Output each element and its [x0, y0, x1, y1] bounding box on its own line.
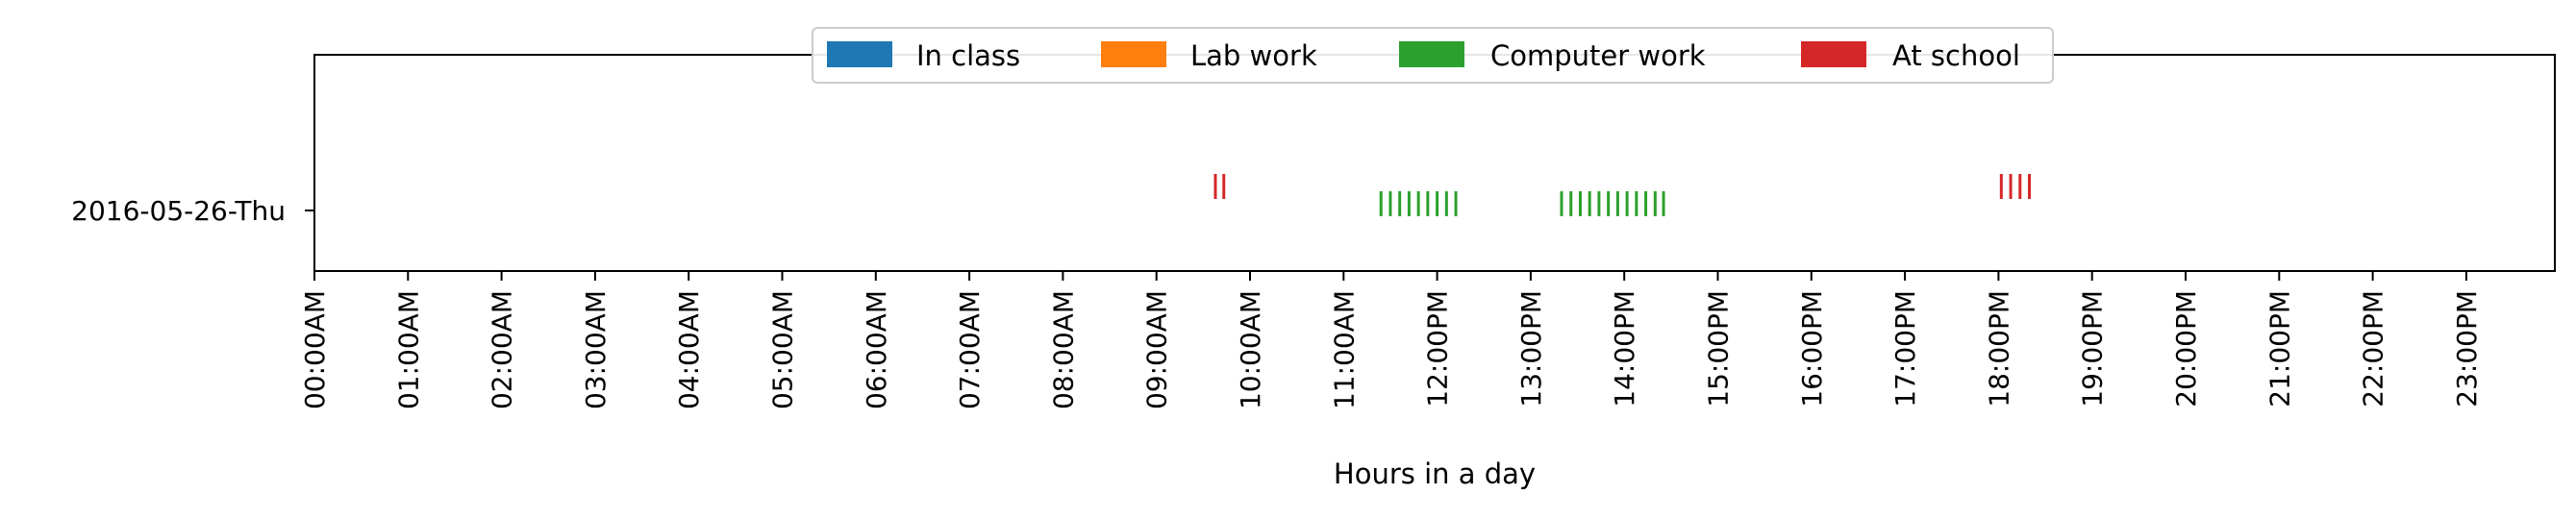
- x-tick-label: 19:00PM: [2077, 290, 2109, 408]
- plot-frame: [313, 54, 2556, 272]
- legend-label-at-school: At school: [1892, 39, 2020, 72]
- legend-label-computer-work: Computer work: [1490, 39, 1706, 72]
- x-tick-label: 08:00AM: [1047, 290, 1079, 409]
- x-tick-label: 06:00AM: [861, 290, 892, 409]
- x-tick-label: 13:00PM: [1515, 290, 1547, 408]
- x-tick-label: 14:00PM: [1609, 290, 1640, 408]
- x-tick-label: 05:00AM: [767, 290, 799, 409]
- legend-label-in-class: In class: [916, 39, 1020, 72]
- x-tick-label: 11:00AM: [1328, 290, 1360, 409]
- x-tick-label: 03:00AM: [580, 290, 612, 409]
- x-tick-label: 17:00PM: [1889, 290, 1921, 408]
- x-tick-label: 09:00AM: [1141, 290, 1173, 409]
- legend-entry-in-class: In class: [827, 39, 1020, 72]
- x-tick-label: 15:00PM: [1703, 290, 1735, 408]
- x-tick-label: 23:00PM: [2451, 290, 2483, 408]
- y-tick-label: 2016-05-26-Thu: [71, 195, 286, 227]
- legend-label-lab-work: Lab work: [1190, 39, 1317, 72]
- x-tick-label: 04:00AM: [673, 290, 705, 409]
- x-tick-label: 18:00PM: [1983, 290, 2014, 408]
- legend-entry-lab-work: Lab work: [1101, 39, 1317, 72]
- legend-entry-computer-work: Computer work: [1399, 39, 1706, 72]
- x-tick-label: 02:00AM: [487, 290, 518, 409]
- legend-swatch-at-school: [1801, 41, 1866, 67]
- events-layer: [1213, 174, 2032, 216]
- x-tick-label: 21:00PM: [2263, 290, 2295, 408]
- x-axis: 00:00AM 01:00AM 02:00AM 03:00AM 04:00AM 05:00…: [299, 271, 2483, 409]
- x-tick-label: 01:00AM: [392, 290, 424, 409]
- x-tick-label: 16:00PM: [1796, 290, 1828, 408]
- x-tick-label: 12:00PM: [1422, 290, 1454, 408]
- legend-swatch-in-class: [827, 41, 892, 67]
- x-tick-label: 10:00AM: [1235, 290, 1266, 409]
- legend-entry-at-school: At school: [1801, 39, 2020, 72]
- legend-swatch-lab-work: [1101, 41, 1166, 67]
- legend: In class Lab work Computer work At schoo…: [812, 27, 2054, 84]
- x-axis-title: Hours in a day: [1334, 457, 1536, 490]
- x-tick-label: 00:00AM: [299, 290, 331, 409]
- x-tick-label: 20:00PM: [2170, 290, 2202, 408]
- x-tick-label: 22:00PM: [2358, 290, 2389, 408]
- legend-swatch-computer-work: [1399, 41, 1464, 67]
- x-tick-label: 07:00AM: [954, 290, 986, 409]
